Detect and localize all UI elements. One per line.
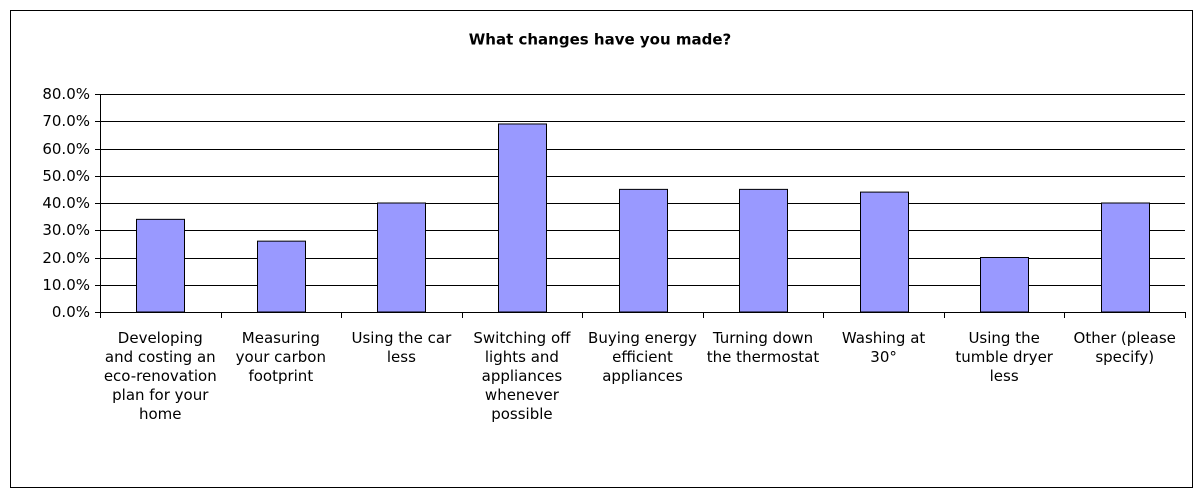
bar — [739, 188, 788, 313]
bar — [619, 188, 668, 313]
y-tick-label: 60.0% — [42, 140, 90, 158]
bar — [257, 240, 306, 313]
x-tick-label-box: Measuring your carbon footprint — [235, 329, 326, 385]
x-tick-label-box: Buying energy efficient appliances — [588, 329, 697, 385]
bar — [1101, 202, 1150, 313]
x-tick-label: Using the tumble dryer less — [955, 329, 1053, 385]
bar — [980, 257, 1029, 313]
x-tick-label-box: Using the car less — [351, 329, 452, 366]
bar — [136, 218, 185, 313]
x-tick-label: Using the car less — [351, 329, 452, 366]
y-tick-label: 10.0% — [42, 276, 90, 294]
x-tick-label-box: Switching off lights and appliances when… — [473, 329, 571, 423]
x-tick-label: Buying energy efficient appliances — [588, 329, 697, 385]
bar — [860, 191, 909, 313]
x-tick-label: Washing at 30° — [841, 329, 926, 366]
y-tick-label: 20.0% — [42, 249, 90, 267]
x-tick-label: Turning down the thermostat — [706, 329, 820, 366]
chart-title: What changes have you made? — [469, 31, 732, 49]
x-tick-label: Switching off lights and appliances when… — [473, 329, 571, 423]
y-tick-label: 80.0% — [42, 85, 90, 103]
y-tick-label: 30.0% — [42, 221, 90, 239]
x-tick-label-box: Washing at 30° — [841, 329, 926, 366]
x-tick-label-box: Using the tumble dryer less — [955, 329, 1053, 385]
bar — [498, 123, 547, 313]
y-tick-label: 0.0% — [52, 303, 90, 321]
x-tick-label: Developing and costing an eco-renovation… — [103, 329, 217, 423]
y-tick-label: 50.0% — [42, 167, 90, 185]
bar — [377, 202, 426, 313]
y-tick-label: 40.0% — [42, 194, 90, 212]
x-tick-label: Other (please specify) — [1073, 329, 1176, 366]
chart-border — [10, 10, 1193, 488]
y-tick-label: 70.0% — [42, 112, 90, 130]
x-tick-label: Measuring your carbon footprint — [235, 329, 326, 385]
x-tick-label-box: Other (please specify) — [1073, 329, 1176, 366]
x-tick-label-box: Developing and costing an eco-renovation… — [103, 329, 217, 423]
x-tick-label-box: Turning down the thermostat — [706, 329, 820, 366]
